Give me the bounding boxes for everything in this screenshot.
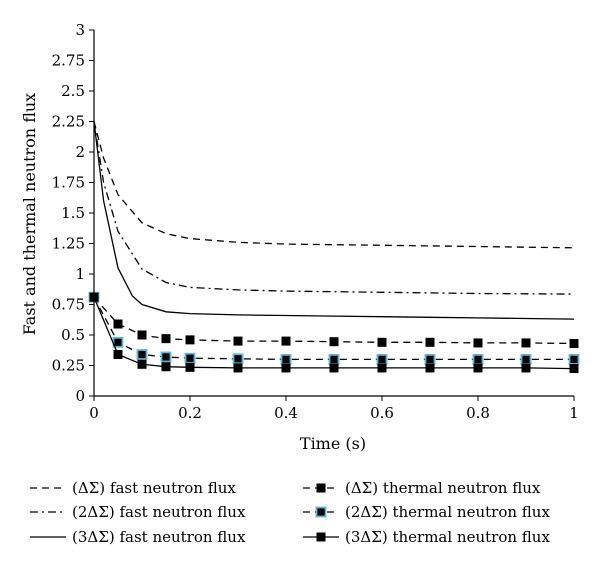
legend-entry: (3ΔΣ) thermal neutron flux bbox=[303, 528, 550, 546]
data-point bbox=[185, 335, 195, 345]
data-point bbox=[232, 353, 244, 365]
legend-label: (3ΔΣ) fast neutron flux bbox=[72, 528, 246, 546]
data-point bbox=[569, 364, 579, 374]
data-point bbox=[281, 363, 291, 373]
y-axis-title: Fast and thermal neutron flux bbox=[20, 93, 39, 335]
series-5 bbox=[88, 291, 580, 365]
data-point bbox=[521, 363, 531, 373]
data-point bbox=[137, 359, 147, 369]
y-tick-label: 0.25 bbox=[52, 357, 85, 375]
data-point bbox=[281, 336, 291, 346]
x-tick-label: 0.8 bbox=[466, 404, 490, 422]
series-line bbox=[93, 296, 574, 361]
series-2 bbox=[93, 121, 575, 295]
series-3 bbox=[93, 121, 575, 320]
data-point bbox=[185, 362, 195, 372]
data-point bbox=[569, 339, 579, 349]
legend-entry: (ΔΣ) thermal neutron flux bbox=[303, 479, 541, 497]
series-1 bbox=[93, 121, 575, 249]
series-line bbox=[93, 121, 575, 249]
plot-area bbox=[88, 121, 580, 374]
data-point bbox=[521, 338, 531, 348]
data-point bbox=[377, 337, 387, 347]
y-tick-label: 0 bbox=[75, 387, 85, 405]
y-tick-label: 2 bbox=[75, 143, 85, 161]
series-line bbox=[93, 121, 575, 320]
data-point bbox=[425, 363, 435, 373]
data-point bbox=[329, 363, 339, 373]
data-point bbox=[233, 363, 243, 373]
data-point bbox=[424, 353, 436, 365]
y-tick-label: 0.75 bbox=[52, 296, 85, 314]
legend-entry: (2ΔΣ) thermal neutron flux bbox=[303, 503, 550, 521]
legend-marker bbox=[316, 483, 326, 493]
x-tick-label: 0.6 bbox=[370, 404, 394, 422]
legend-entry: (2ΔΣ) fast neutron flux bbox=[30, 503, 246, 521]
data-point bbox=[520, 353, 532, 365]
data-point bbox=[136, 349, 148, 360]
legend-marker bbox=[316, 532, 326, 542]
data-point bbox=[280, 353, 292, 365]
legend-label: (2ΔΣ) thermal neutron flux bbox=[345, 503, 550, 521]
data-point bbox=[328, 353, 340, 365]
y-tick-label: 3 bbox=[75, 21, 85, 39]
series-6 bbox=[89, 292, 579, 374]
legend-label: (ΔΣ) thermal neutron flux bbox=[345, 479, 541, 497]
y-tick-label: 1.25 bbox=[52, 235, 85, 253]
series-4 bbox=[89, 292, 579, 349]
series-line bbox=[93, 121, 575, 295]
x-axis-title: Time (s) bbox=[300, 434, 366, 453]
y-tick-label: 1 bbox=[75, 265, 85, 283]
data-point bbox=[161, 362, 171, 372]
tick-labels: 0 0.25 0.5 0.75 1 1.25 1.5 1.75 2 2.25 2.5 2.75 3 0 0.… bbox=[52, 21, 579, 422]
data-point bbox=[113, 350, 123, 360]
y-tick-label: 0.5 bbox=[61, 326, 85, 344]
x-tick-label: 0 bbox=[89, 404, 99, 422]
data-point bbox=[160, 351, 172, 363]
legend-label: (2ΔΣ) fast neutron flux bbox=[72, 503, 246, 521]
x-tick-label: 0.4 bbox=[274, 404, 298, 422]
data-point bbox=[376, 353, 388, 365]
data-point bbox=[377, 363, 387, 373]
legend-entry: (ΔΣ) fast neutron flux bbox=[30, 479, 236, 497]
data-point bbox=[473, 338, 483, 348]
data-point bbox=[113, 319, 123, 329]
y-tick-label: 2.25 bbox=[52, 113, 85, 131]
data-point bbox=[233, 336, 243, 346]
data-point bbox=[568, 353, 580, 365]
x-tick-label: 1 bbox=[569, 404, 579, 422]
y-tick-label: 2.75 bbox=[52, 52, 85, 70]
x-tick-label: 0.2 bbox=[178, 404, 202, 422]
y-tick-label: 1.5 bbox=[61, 204, 85, 222]
legend: (ΔΣ) fast neutron flux (2ΔΣ) fast neutron… bbox=[30, 479, 550, 546]
data-point bbox=[161, 334, 171, 344]
data-point bbox=[472, 353, 484, 365]
data-point bbox=[329, 337, 339, 347]
data-point bbox=[473, 363, 483, 373]
data-point bbox=[184, 352, 196, 364]
data-point bbox=[425, 337, 435, 347]
legend-entry: (3ΔΣ) fast neutron flux bbox=[30, 528, 246, 546]
data-point bbox=[137, 330, 147, 340]
y-tick-label: 1.75 bbox=[52, 174, 85, 192]
y-tick-label: 2.5 bbox=[61, 82, 85, 100]
legend-label: (3ΔΣ) thermal neutron flux bbox=[345, 528, 550, 546]
legend-label: (ΔΣ) fast neutron flux bbox=[72, 479, 236, 497]
legend-marker bbox=[315, 506, 327, 518]
